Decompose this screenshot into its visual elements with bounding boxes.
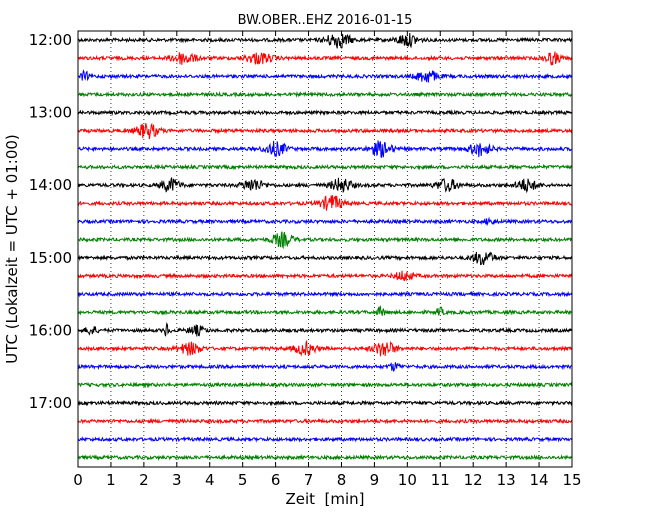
- trace-1245: [77, 90, 573, 98]
- trace-1630: [77, 362, 572, 372]
- trace-1230: [77, 69, 573, 83]
- x-tick-label: 10: [398, 471, 417, 489]
- x-axis: 0 1 2 3 4 5 6 7 8 9 10 11 12 13 14 15: [73, 31, 582, 489]
- trace-1215: [77, 51, 573, 66]
- x-tick-label: 6: [271, 471, 281, 489]
- x-tick-label: 0: [73, 471, 83, 489]
- trace-1730: [77, 435, 573, 443]
- x-tick-label: 5: [238, 471, 248, 489]
- trace-1545: [77, 305, 573, 316]
- trace-1330: [77, 140, 572, 158]
- y-tick-label: 14:00: [29, 176, 72, 194]
- trace-1515: [77, 270, 573, 282]
- trace-1745: [77, 453, 572, 461]
- x-tick-label: 9: [370, 471, 380, 489]
- x-tick-label: 4: [205, 471, 215, 489]
- x-tick-label: 3: [172, 471, 182, 489]
- trace-1445: [77, 231, 572, 250]
- trace-1200: [77, 33, 573, 49]
- x-tick-label: 14: [530, 471, 549, 489]
- y-tick-label: 16:00: [29, 321, 72, 339]
- y-tick-label: 12:00: [29, 31, 72, 49]
- x-tick-label: 13: [497, 471, 516, 489]
- x-tick-label: 15: [562, 471, 581, 489]
- x-tick-label: 7: [304, 471, 314, 489]
- trace-1415: [77, 195, 572, 211]
- trace-1615: [77, 339, 573, 357]
- trace-1400: [77, 177, 572, 194]
- x-tick-label: 12: [464, 471, 483, 489]
- y-tick-label: 15:00: [29, 249, 72, 267]
- chart-title: BW.OBER..EHZ 2016-01-15: [238, 13, 413, 28]
- trace-1530: [77, 290, 573, 298]
- trace-1645: [77, 381, 573, 389]
- trace-1315: [77, 122, 573, 140]
- grid-layer: [110, 31, 540, 467]
- trace-1345: [77, 163, 573, 171]
- y-tick-label: 13:00: [29, 104, 72, 122]
- trace-1600: [77, 322, 573, 337]
- x-tick-label: 11: [431, 471, 450, 489]
- trace-1500: [77, 251, 573, 266]
- plot-frame: [77, 30, 573, 468]
- trace-1715: [77, 417, 573, 425]
- x-tick-label: 8: [337, 471, 347, 489]
- x-tick-label: 2: [139, 471, 149, 489]
- x-tick-label: 1: [106, 471, 116, 489]
- trace-1300: [77, 109, 573, 117]
- y-tick-label: 17:00: [29, 394, 72, 412]
- trace-1430: [77, 216, 573, 227]
- y-axis: 12:00 13:00 14:00 15:00 16:00 17:00: [29, 31, 572, 412]
- trace-1700: [77, 399, 573, 407]
- traces-layer: [77, 33, 573, 461]
- y-axis-label: UTC (Lokalzeit = UTC + 01:00): [3, 134, 21, 364]
- x-axis-label: Zeit [min]: [285, 490, 364, 508]
